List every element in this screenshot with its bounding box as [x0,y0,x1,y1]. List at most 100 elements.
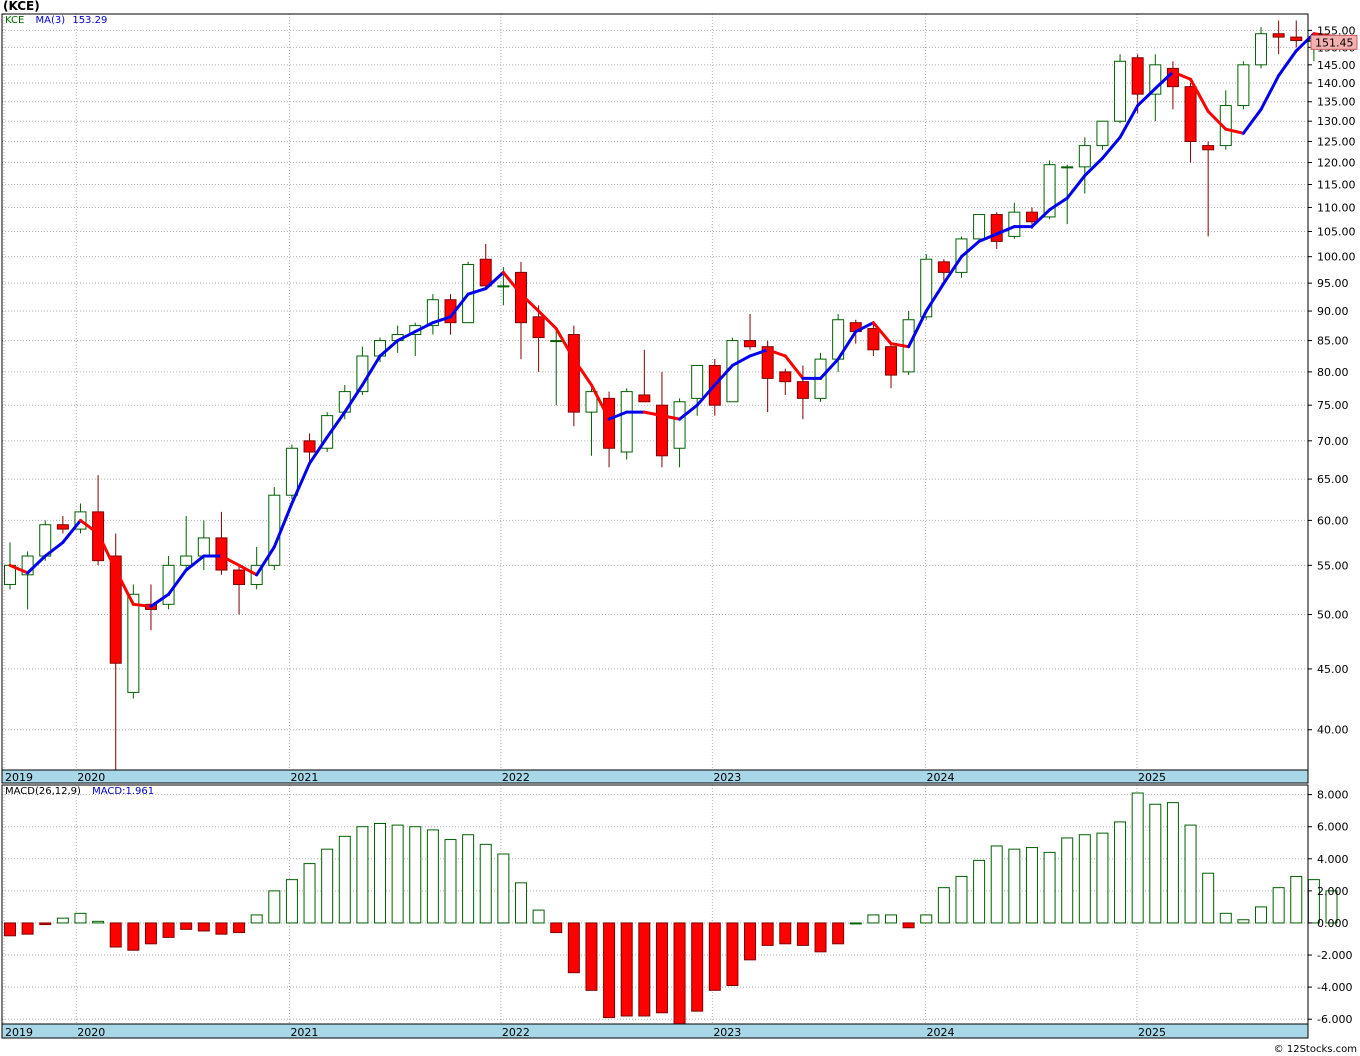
date-band-bottom [1,1023,1309,1039]
macd-bar [1131,792,1144,924]
year-label: 2022 [502,771,530,784]
ma-segment [642,410,664,418]
macd-bar [585,922,598,991]
macd-bar [990,845,1003,924]
macd-bar [479,843,492,924]
macd-bar [426,829,439,924]
macd-tick-label: 6.000 [1317,821,1349,834]
candle [426,294,439,335]
candle-body [479,258,492,287]
macd-bar [832,922,845,945]
candle [867,322,880,356]
macd-tick-label: -6.000 [1317,1013,1352,1026]
macd-tick-label: 0.000 [1317,917,1349,930]
ma-segment [783,354,805,380]
candle-body [744,340,757,348]
year-label: 2024 [927,1026,955,1039]
candle [479,243,492,289]
candle-body [691,364,704,399]
price-tick-label: 115.00 [1317,179,1356,192]
price-legend: KCE MA(3) 153.29 [5,15,107,26]
candle [74,503,87,534]
candle-body [550,340,563,343]
price-tick-label: 145.00 [1317,59,1356,72]
ma-segment [396,330,417,343]
candle-body [532,316,545,339]
macd-bar [849,922,862,925]
ma-segment [308,435,329,465]
macd-bar [902,922,915,929]
candle-body [920,258,933,318]
ma-segment [713,363,734,387]
candle-body [215,537,228,571]
macd-bar [444,839,457,924]
macd-bar [532,909,545,924]
chart-title: (KCE) [3,0,40,13]
candle [779,368,792,395]
ma-segment [8,563,30,575]
moving-average-line [8,32,1333,608]
ma-label: MA(3) [35,15,66,26]
macd-bar [1325,890,1338,924]
candle [902,311,915,376]
candle-body [197,537,210,557]
ma-segment [1241,107,1263,135]
candle-body [585,391,598,413]
macd-bar [1025,847,1038,924]
candle-body [567,334,580,413]
candle [973,214,986,242]
macd-bar [4,922,16,937]
macd-bar [514,882,527,924]
year-label: 2023 [713,771,741,784]
candle [761,340,774,413]
ma-segment [1259,74,1281,111]
ma-segment [78,518,100,535]
candle-body [673,401,686,449]
macd-bar [1237,919,1250,924]
macd-bar [867,914,880,924]
macd-bar [74,912,87,924]
candle-body [1237,64,1250,107]
price-tick-label: 105.00 [1317,225,1356,238]
last-price-marker: 151.45 [1310,34,1358,50]
ma-segment [131,602,153,608]
macd-bar [268,890,281,924]
macd-bar [1078,834,1091,924]
macd-legend: MACD(26,12,9) MACD:1.961 [5,786,154,797]
price-tick-label: 135.00 [1317,96,1356,109]
candle-body [1184,86,1197,142]
price-tick-label: 50.00 [1317,609,1349,622]
macd-bar [303,863,316,924]
last-price-text: 151.45 [1315,36,1354,49]
ma-segment [942,255,963,285]
macd-bar [409,826,422,924]
macd-bar [497,853,510,924]
macd-bar [726,922,739,987]
ma-segment [1118,104,1140,139]
macd-bar [374,822,387,924]
candle-body [761,346,774,379]
candle-body [1290,36,1303,41]
macd-bar [197,922,210,932]
candle [1184,82,1197,163]
macd-bar [92,920,105,924]
macd-tick-label: 4.000 [1317,853,1349,866]
ma-segment [96,531,118,572]
candle-body [1078,145,1091,168]
candle [56,516,69,534]
candle-body [990,214,1003,242]
candle [673,398,686,468]
year-label: 2021 [290,771,318,784]
macd-bar [1043,851,1056,924]
ma-segment [43,540,65,558]
candle-body [127,593,140,693]
ma-segment [501,270,523,296]
macd-bar [144,922,157,945]
candle-body [638,394,651,403]
candle-body [1114,60,1127,122]
candle [1114,54,1127,124]
macd-bar [56,917,69,924]
candle [620,388,633,460]
candle-body [285,447,298,496]
ma-segment [695,383,717,407]
